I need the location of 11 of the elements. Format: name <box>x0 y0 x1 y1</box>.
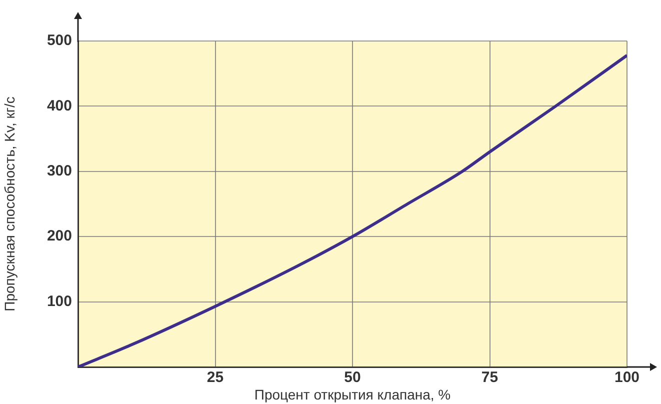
x-tick-label: 75 <box>481 369 498 386</box>
y-tick-label: 100 <box>46 292 72 310</box>
x-tick-label: 100 <box>614 369 640 386</box>
x-tick-label: 50 <box>344 369 361 386</box>
y-tick-label: 400 <box>46 97 72 114</box>
y-tick-label: 500 <box>46 32 72 50</box>
y-tick-label: 300 <box>46 162 72 180</box>
y-axis-title: Пропускная способность, Kv, кг/с <box>1 96 18 312</box>
x-tick-label: 25 <box>206 369 224 386</box>
y-tick-label: 200 <box>46 228 72 245</box>
x-axis-title: Процент открытия клапана, % <box>254 386 451 402</box>
